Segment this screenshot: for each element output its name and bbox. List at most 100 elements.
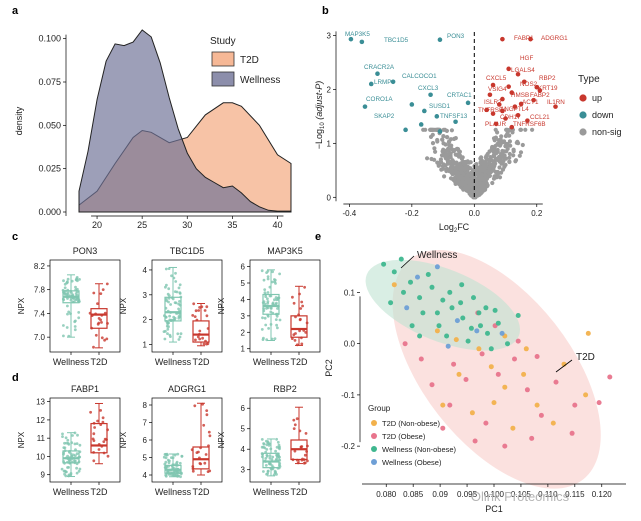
volcano-point-down bbox=[428, 92, 433, 98]
volcano-point-nonsig bbox=[520, 142, 525, 148]
box-jitter-point bbox=[66, 277, 70, 281]
box-jitter-point bbox=[174, 271, 177, 275]
box-jitter-point bbox=[78, 443, 82, 447]
box-panel-frame bbox=[249, 397, 321, 483]
box-jitter-point bbox=[268, 462, 272, 466]
volcano-point-up bbox=[509, 90, 515, 95]
box-x-tick-label: Wellness bbox=[155, 357, 192, 367]
pca-point-t-d-non-obese bbox=[523, 346, 529, 352]
box-y-tick-label: 7.4 bbox=[34, 309, 46, 318]
box-jitter-point bbox=[201, 336, 205, 340]
volcano-point-down bbox=[390, 79, 396, 85]
volcano-point-nonsig bbox=[470, 187, 475, 192]
volcano-point-nonsig bbox=[430, 141, 436, 146]
density-legend-label: T2D bbox=[240, 55, 259, 66]
volcano-point-nonsig bbox=[500, 167, 506, 172]
box-jitter-point bbox=[66, 304, 69, 308]
box-jitter-point bbox=[77, 316, 81, 320]
box-jitter-point bbox=[263, 291, 267, 295]
box-jitter-point bbox=[193, 315, 197, 318]
pca-point-wellness-non-obese bbox=[398, 256, 404, 262]
box-y-tick-label: 7 bbox=[143, 419, 148, 428]
volcano-point-nonsig bbox=[484, 183, 490, 188]
volcano-point-nonsig bbox=[497, 165, 502, 170]
box-x-tick-label: T2D bbox=[290, 357, 308, 367]
volcano-legend-label: down bbox=[592, 110, 614, 120]
volcano-point-nonsig bbox=[476, 165, 481, 170]
box-jitter-point bbox=[294, 332, 297, 335]
pca-point-t-d-obese bbox=[569, 430, 575, 436]
pca-point-wellness-obese bbox=[454, 318, 460, 324]
box-jitter-point bbox=[275, 437, 278, 441]
volcano-legend-dot bbox=[579, 128, 587, 136]
volcano-x-tick-label: -0.2 bbox=[405, 209, 419, 218]
box-jitter-point bbox=[271, 455, 275, 459]
volcano-point-nonsig bbox=[510, 130, 515, 135]
pca-point-t-d-non-obese bbox=[585, 330, 591, 336]
volcano-point-nonsig bbox=[495, 147, 500, 153]
volcano-point-nonsig bbox=[487, 149, 492, 154]
pca-point-wellness-non-obese bbox=[391, 269, 397, 275]
volcano-x-label-sub: 2 bbox=[454, 228, 458, 234]
box-jitter-point bbox=[269, 294, 273, 298]
box-jitter-point bbox=[105, 282, 109, 286]
volcano-point-down bbox=[348, 36, 354, 42]
box-jitter-point bbox=[276, 326, 279, 330]
pca-legend-label: Wellness (Non-obese) bbox=[382, 445, 457, 454]
box-iqr bbox=[62, 450, 80, 464]
pca-point-t-d-non-obese bbox=[534, 402, 540, 408]
volcano-y-label: −Log10 (adjust-P) bbox=[314, 81, 326, 149]
box-jitter-point bbox=[170, 456, 173, 459]
volcano-point-up bbox=[518, 101, 524, 107]
box-jitter-point bbox=[62, 334, 65, 338]
volcano-point-nonsig bbox=[497, 175, 503, 180]
volcano-point-nonsig bbox=[429, 127, 434, 132]
volcano-point-up bbox=[525, 118, 530, 123]
volcano-point-nonsig bbox=[517, 153, 522, 158]
pca-point-wellness-non-obese bbox=[420, 310, 426, 316]
volcano-y-label-sub: 10 bbox=[320, 122, 326, 129]
box-jitter-point bbox=[306, 459, 309, 463]
box-jitter-point bbox=[298, 318, 302, 322]
volcano-point-nonsig bbox=[488, 170, 493, 175]
pca-point-wellness-non-obese bbox=[471, 295, 476, 301]
volcano-label-up: KRT19 bbox=[538, 85, 558, 92]
volcano-label-up: ADGRG1 bbox=[541, 35, 568, 42]
volcano-point-up bbox=[487, 92, 493, 98]
volcano-label-up: HGF bbox=[520, 55, 533, 62]
volcano-point-up bbox=[500, 96, 505, 102]
box-y-tick-label: 3 bbox=[241, 466, 246, 475]
box-jitter-point bbox=[266, 300, 270, 303]
pca-point-t-d-obese bbox=[596, 400, 602, 406]
volcano-point-nonsig bbox=[447, 143, 452, 148]
volcano-point-nonsig bbox=[453, 152, 458, 157]
box-panel-frame bbox=[49, 259, 121, 353]
volcano-point-up bbox=[490, 82, 496, 88]
volcano-point-nonsig bbox=[432, 146, 437, 151]
box-jitter-point bbox=[264, 295, 268, 298]
pca-point-wellness-non-obese bbox=[492, 307, 498, 313]
volcano-x-label-tail: FC bbox=[457, 222, 469, 232]
volcano-point-nonsig bbox=[477, 185, 483, 190]
box-y-label: NPX bbox=[119, 431, 128, 448]
box-jitter-point bbox=[300, 300, 304, 304]
box-y-tick-label: 3 bbox=[241, 312, 246, 321]
volcano-label-up: FABP2 bbox=[530, 92, 550, 99]
pca-plot: Wellness T2D 0.080 0.085 0.09 0.095 0.100 0.105… bbox=[324, 249, 626, 514]
box-jitter-point bbox=[292, 301, 296, 305]
pca-point-t-d-obese bbox=[607, 374, 613, 380]
box-jitter-point bbox=[265, 454, 269, 458]
box-jitter-point bbox=[75, 276, 79, 279]
box-jitter-point bbox=[101, 420, 105, 424]
box-jitter-point bbox=[277, 446, 281, 450]
box-jitter-point bbox=[97, 321, 101, 325]
pca-annotation-wellness: Wellness bbox=[417, 250, 457, 261]
box-x-tick-label: Wellness bbox=[53, 357, 90, 367]
pca-point-wellness-non-obese bbox=[444, 333, 450, 339]
box-jitter-point bbox=[73, 325, 77, 328]
pca-annotation-t2d: T2D bbox=[576, 352, 595, 363]
pca-point-t-d-obese bbox=[495, 371, 501, 377]
box-jitter-point bbox=[63, 446, 67, 450]
box-panel-title: MAP3K5 bbox=[267, 246, 303, 256]
box-jitter-point bbox=[65, 326, 69, 329]
